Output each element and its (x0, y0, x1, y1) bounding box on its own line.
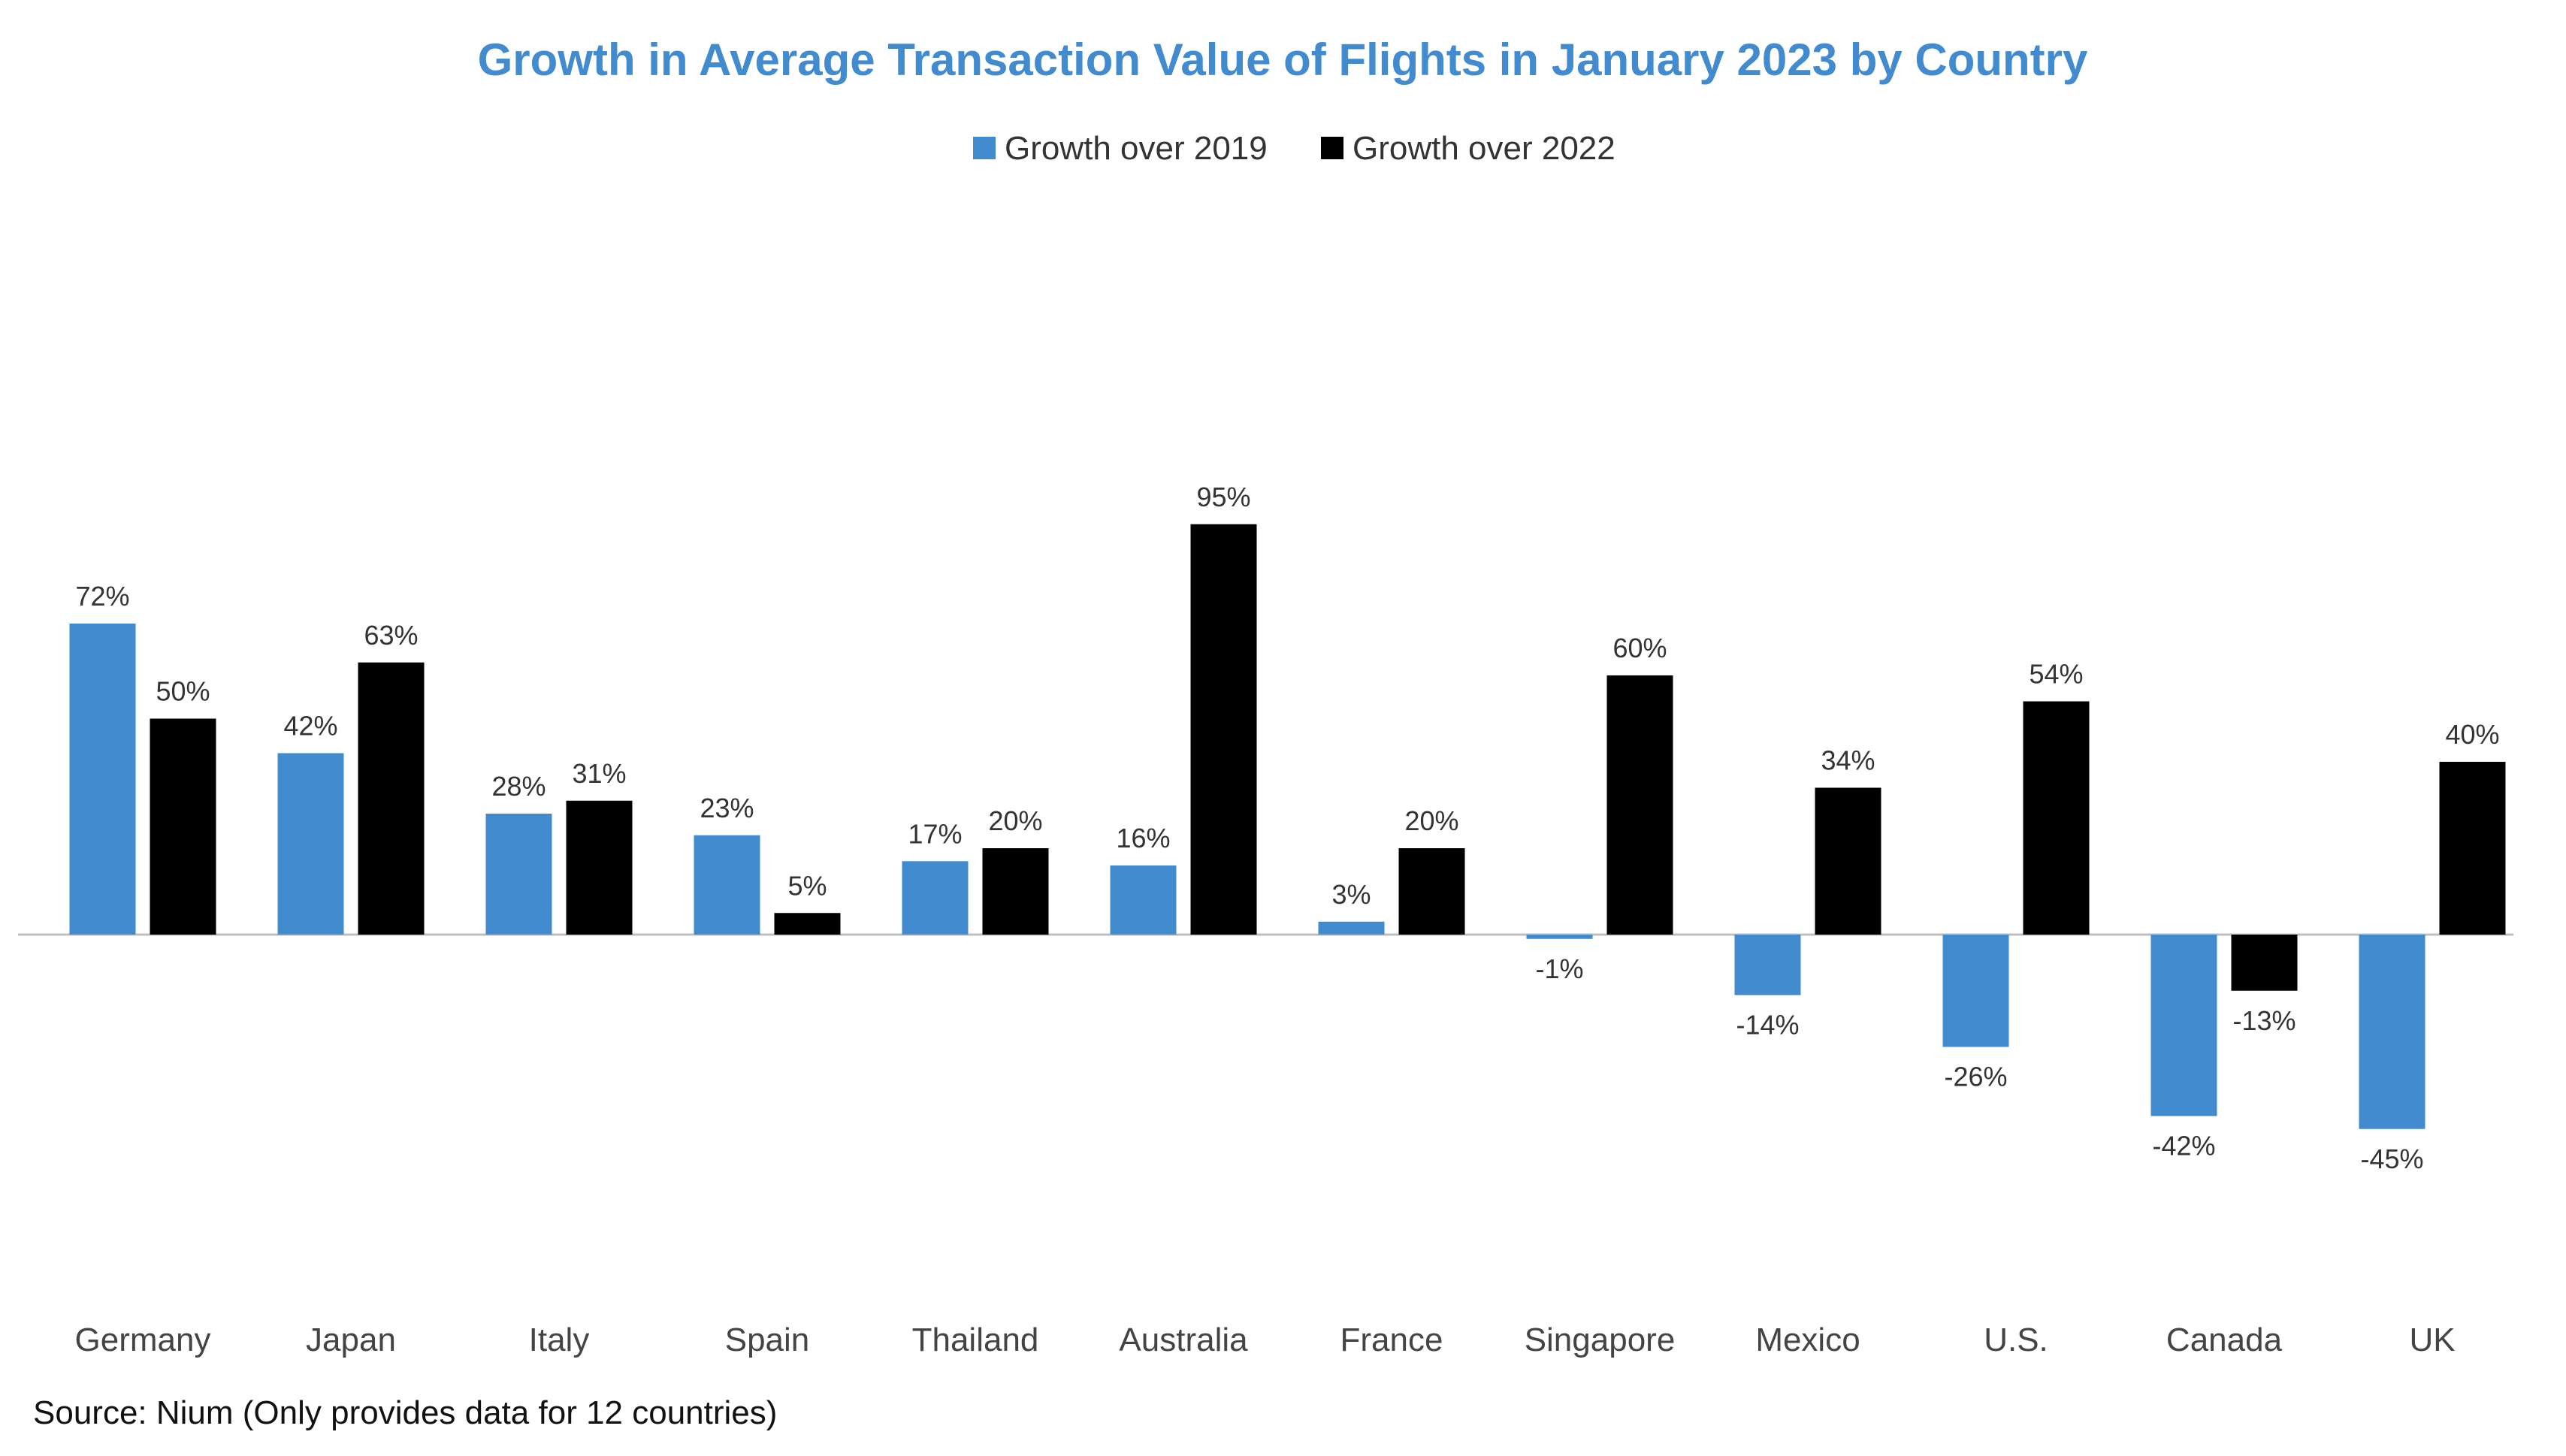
legend-label-growth-2019: Growth over 2019 (1005, 130, 1268, 167)
bar-uk-2019 (2359, 935, 2425, 1129)
data-label-singapore-2022: 60% (1612, 633, 1667, 663)
bar-germany-2022 (150, 718, 216, 935)
data-label-mexico-2019: -14% (1736, 1010, 1799, 1041)
category-labels-group: Germany Japan Italy Spain Thailand Australia F… (75, 1322, 2456, 1358)
category-label-uk: UK (2409, 1322, 2455, 1358)
bar-canada-2022 (2231, 935, 2298, 991)
data-label-mexico-2022: 34% (1821, 745, 1875, 776)
bar-u-s-2019 (1942, 935, 2009, 1047)
data-label-germany-2019: 72% (75, 581, 129, 612)
category-label-thailand: Thailand (912, 1322, 1039, 1358)
bar-france-2019 (1318, 921, 1385, 935)
bar-singapore-2019 (1526, 935, 1593, 939)
category-label-canada: Canada (2166, 1322, 2283, 1358)
chart-title: Growth in Average Transaction Value of F… (478, 35, 2088, 85)
data-label-u-s-2022: 54% (2029, 659, 2083, 690)
data-label-singapore-2019: -1% (1535, 953, 1583, 984)
category-label-germany: Germany (75, 1322, 211, 1358)
category-label-italy: Italy (529, 1322, 590, 1358)
legend: Growth over 2019 Growth over 2022 (973, 130, 1615, 167)
bar-italy-2019 (485, 814, 552, 935)
bar-spain-2019 (694, 835, 760, 935)
bar-singapore-2022 (1606, 675, 1673, 935)
bar-uk-2022 (2439, 762, 2506, 935)
data-label-thailand-2019: 17% (908, 818, 962, 849)
bar-germany-2019 (69, 624, 136, 935)
bar-thailand-2019 (902, 861, 969, 935)
bar-japan-2022 (358, 662, 425, 935)
data-label-france-2022: 20% (1404, 805, 1458, 836)
data-label-japan-2022: 63% (364, 620, 418, 651)
data-label-uk-2019: -45% (2360, 1143, 2423, 1174)
data-label-uk-2022: 40% (2445, 719, 2499, 750)
bar-thailand-2022 (982, 848, 1049, 935)
category-label-u-s: U.S. (1984, 1322, 2048, 1358)
category-label-mexico: Mexico (1755, 1322, 1860, 1358)
bars-group (69, 524, 2506, 1129)
bar-canada-2019 (2150, 935, 2217, 1116)
data-label-canada-2019: -42% (2152, 1131, 2215, 1161)
category-label-australia: Australia (1119, 1322, 1248, 1358)
bar-spain-2022 (774, 913, 841, 935)
source-note: Source: Nium (Only provides data for 12 … (33, 1394, 777, 1431)
legend-swatch-growth-2019 (973, 137, 996, 159)
data-label-australia-2019: 16% (1116, 823, 1170, 853)
bar-france-2022 (1398, 848, 1465, 935)
data-label-france-2019: 3% (1331, 879, 1371, 910)
data-label-japan-2019: 42% (283, 711, 337, 742)
legend-swatch-growth-2022 (1321, 137, 1343, 159)
data-label-spain-2019: 23% (700, 793, 754, 823)
data-label-spain-2022: 5% (787, 870, 827, 901)
bar-australia-2019 (1110, 865, 1177, 935)
data-label-thailand-2022: 20% (988, 805, 1042, 836)
data-label-australia-2022: 95% (1196, 482, 1250, 512)
legend-label-growth-2022: Growth over 2022 (1353, 130, 1615, 167)
bar-mexico-2019 (1734, 935, 1801, 995)
data-label-canada-2022: -13% (2232, 1005, 2295, 1036)
bar-u-s-2022 (2023, 701, 2090, 935)
bar-japan-2019 (277, 753, 344, 935)
data-label-italy-2019: 28% (491, 771, 546, 802)
category-label-france: France (1340, 1322, 1443, 1358)
data-labels-group: 72% 50% 42% 63% 28% 31% 23% 5% 17% 20% 16% 95% 3% 20%… (75, 482, 2499, 1174)
bar-italy-2022 (566, 800, 633, 935)
bar-australia-2022 (1190, 524, 1257, 935)
category-label-spain: Spain (725, 1322, 810, 1358)
data-label-u-s-2019: -26% (1944, 1062, 2007, 1092)
category-label-singapore: Singapore (1525, 1322, 1676, 1358)
category-label-japan: Japan (306, 1322, 396, 1358)
data-label-germany-2022: 50% (156, 676, 210, 707)
data-label-italy-2022: 31% (572, 758, 626, 789)
bar-mexico-2022 (1815, 787, 1881, 935)
